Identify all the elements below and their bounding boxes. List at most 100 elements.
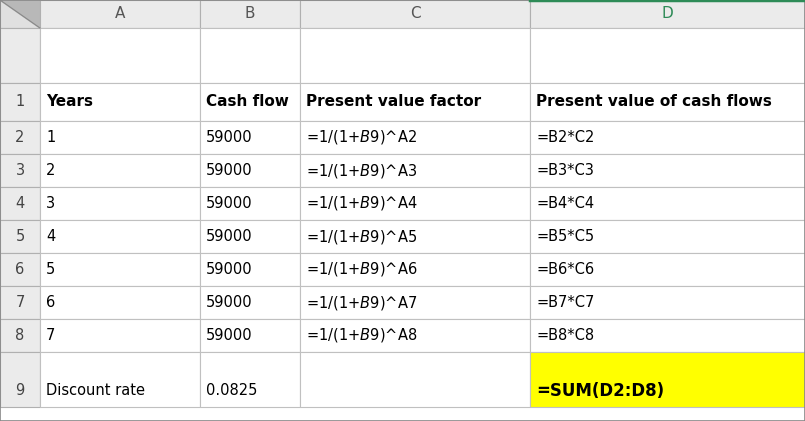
Text: 5: 5 [46, 262, 56, 277]
Bar [40, 319, 200, 352]
Bar [200, 121, 300, 154]
Text: =1/(1+$B$9)^A2: =1/(1+$B$9)^A2 [306, 128, 417, 147]
Polygon shape [0, 0, 40, 28]
Bar [530, 220, 805, 253]
Bar [300, 154, 530, 187]
Text: 2: 2 [15, 130, 25, 145]
Bar [40, 121, 200, 154]
Text: Discount rate: Discount rate [46, 383, 145, 398]
Bar [40, 286, 200, 319]
Bar [0, 253, 40, 286]
Text: A: A [115, 6, 126, 21]
Text: =B5*C5: =B5*C5 [536, 229, 594, 244]
Text: 0.0825: 0.0825 [206, 383, 258, 398]
Bar [0, 83, 40, 121]
Bar [0, 187, 40, 220]
Bar [40, 83, 200, 121]
Text: C: C [410, 6, 420, 21]
Bar [200, 83, 300, 121]
Text: 59000: 59000 [206, 262, 253, 277]
Text: 59000: 59000 [206, 295, 253, 310]
Bar [530, 83, 805, 121]
Bar [530, 121, 805, 154]
Text: =B3*C3: =B3*C3 [536, 163, 594, 178]
Text: =B6*C6: =B6*C6 [536, 262, 594, 277]
Bar [0, 319, 40, 352]
Bar [530, 0, 805, 28]
Text: 4: 4 [46, 229, 56, 244]
Text: =1/(1+$B$9)^A6: =1/(1+$B$9)^A6 [306, 261, 418, 279]
Text: =B2*C2: =B2*C2 [536, 130, 594, 145]
Text: 6: 6 [15, 262, 25, 277]
Bar [40, 187, 200, 220]
Bar [530, 253, 805, 286]
Text: 59000: 59000 [206, 196, 253, 211]
Bar [530, 352, 805, 407]
Text: 6: 6 [46, 295, 56, 310]
Bar [40, 220, 200, 253]
Text: Cash flow: Cash flow [206, 94, 289, 109]
Bar [300, 352, 530, 407]
Text: 5: 5 [15, 229, 25, 244]
Text: Present value factor: Present value factor [306, 94, 481, 109]
Bar [300, 319, 530, 352]
Bar [300, 28, 530, 83]
Bar [40, 253, 200, 286]
Bar [40, 0, 200, 28]
Text: 3: 3 [46, 196, 55, 211]
Bar [300, 121, 530, 154]
Text: D: D [662, 6, 673, 21]
Bar [300, 253, 530, 286]
Bar [0, 0, 40, 28]
Bar [200, 220, 300, 253]
Text: 59000: 59000 [206, 163, 253, 178]
Text: 7: 7 [46, 328, 56, 343]
Bar [40, 154, 200, 187]
Text: 7: 7 [15, 295, 25, 310]
Text: 3: 3 [15, 163, 25, 178]
Bar [0, 352, 40, 407]
Text: =1/(1+$B$9)^A3: =1/(1+$B$9)^A3 [306, 162, 417, 179]
Text: =B4*C4: =B4*C4 [536, 196, 594, 211]
Bar [0, 220, 40, 253]
Bar [0, 28, 40, 83]
Bar [200, 187, 300, 220]
Bar [0, 154, 40, 187]
Text: =B8*C8: =B8*C8 [536, 328, 594, 343]
Text: 59000: 59000 [206, 229, 253, 244]
Bar [300, 187, 530, 220]
Bar [0, 121, 40, 154]
Text: 2: 2 [46, 163, 56, 178]
Text: 1: 1 [46, 130, 56, 145]
Bar [530, 319, 805, 352]
Bar [200, 319, 300, 352]
Bar [300, 83, 530, 121]
Text: 59000: 59000 [206, 328, 253, 343]
Text: =1/(1+$B$9)^A4: =1/(1+$B$9)^A4 [306, 195, 418, 213]
Text: 9: 9 [15, 383, 25, 398]
Bar [530, 28, 805, 83]
Bar [0, 286, 40, 319]
Bar [300, 286, 530, 319]
Text: Years: Years [46, 94, 93, 109]
Text: Present value of cash flows: Present value of cash flows [536, 94, 772, 109]
Text: =1/(1+$B$9)^A8: =1/(1+$B$9)^A8 [306, 327, 417, 344]
Text: 59000: 59000 [206, 130, 253, 145]
Bar [200, 28, 300, 83]
Bar [200, 253, 300, 286]
Bar [200, 0, 300, 28]
Bar [300, 0, 530, 28]
Bar [530, 154, 805, 187]
Bar [200, 352, 300, 407]
Text: =SUM(D2:D8): =SUM(D2:D8) [536, 381, 664, 400]
Text: B: B [245, 6, 255, 21]
Text: =1/(1+$B$9)^A7: =1/(1+$B$9)^A7 [306, 293, 417, 312]
Text: 1: 1 [15, 94, 25, 109]
Bar [40, 352, 200, 407]
Text: =1/(1+$B$9)^A5: =1/(1+$B$9)^A5 [306, 227, 417, 245]
Bar [40, 28, 200, 83]
Text: 4: 4 [15, 196, 25, 211]
Bar [530, 187, 805, 220]
Text: =B7*C7: =B7*C7 [536, 295, 594, 310]
Bar [200, 154, 300, 187]
